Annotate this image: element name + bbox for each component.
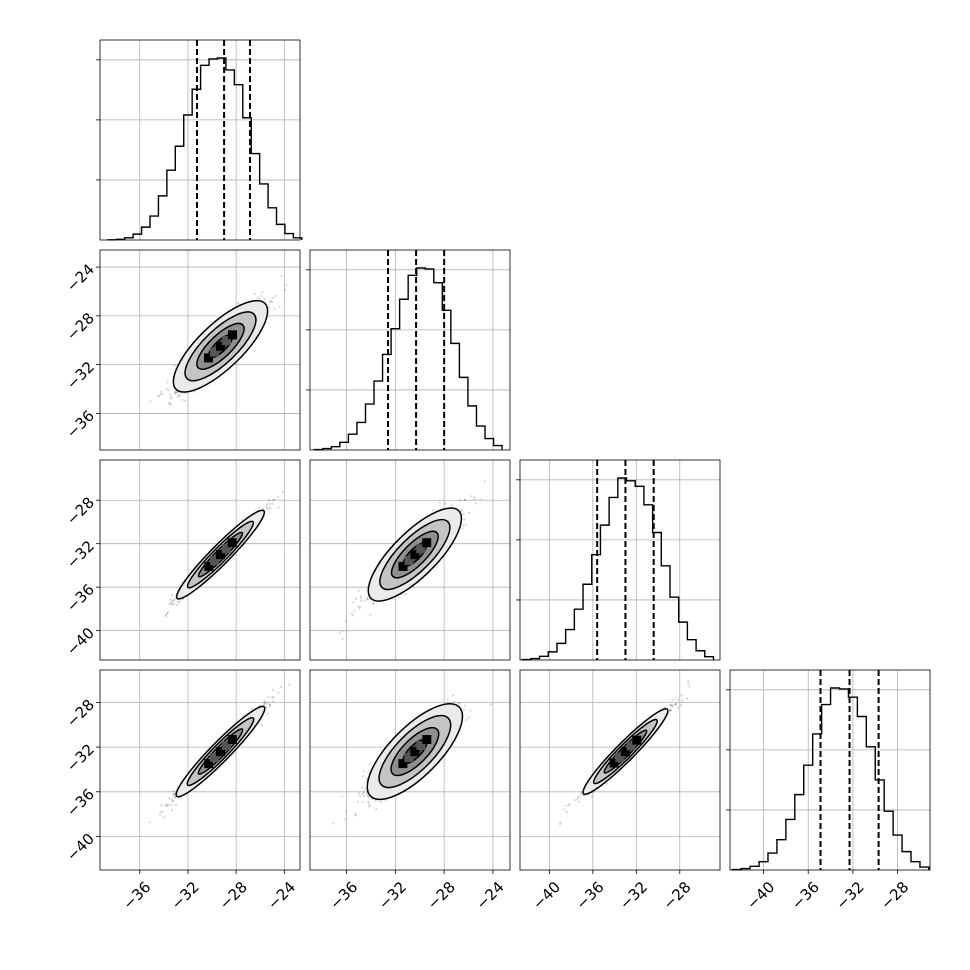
density-cell [398, 561, 408, 571]
x-tick-label: −28 [877, 878, 912, 913]
panel-frame [519, 669, 721, 871]
density-cell [221, 741, 231, 750]
density-cell [204, 561, 214, 571]
density-cell [422, 538, 432, 548]
marginal-panel-2 [516, 459, 721, 661]
density-cell [404, 556, 414, 565]
density-cell [398, 759, 408, 769]
density-cell [216, 341, 225, 351]
x-tick-label: −32 [833, 878, 868, 913]
x-tick-label: −36 [788, 878, 823, 913]
y-tick-label: −36 [63, 407, 98, 442]
x-tick-label: −24 [473, 878, 508, 913]
density-cell [204, 759, 214, 769]
y-tick-label: −32 [63, 537, 98, 572]
y-tick-label: −28 [63, 309, 98, 344]
y-tick-label: −40 [63, 624, 98, 659]
density-cell [216, 550, 225, 560]
y-tick-label: −36 [63, 580, 98, 615]
pair-panel-1-3 [309, 669, 511, 871]
pair-panel-1-2 [309, 459, 511, 661]
density-cells [204, 330, 237, 363]
density-cells [398, 735, 432, 769]
density-cell [422, 735, 432, 744]
y-tick-label: −24 [63, 260, 98, 295]
histogram-step-3 [731, 687, 930, 871]
density-cell [228, 330, 237, 340]
x-tick-label: −32 [616, 878, 651, 913]
y-tick-label: −36 [63, 785, 98, 820]
density-cell [410, 747, 420, 757]
density-cell [615, 752, 625, 762]
x-tick-label: −28 [424, 878, 459, 913]
panel-frame [99, 249, 301, 451]
density-cells [398, 538, 432, 571]
pair-panel-0-2 [99, 459, 301, 661]
density-cell [216, 747, 225, 757]
x-tick-label: −24 [264, 878, 299, 913]
x-tick-label: −36 [326, 878, 361, 913]
panel-frame [309, 249, 511, 451]
x-tick-label: −36 [119, 878, 154, 913]
panel-frame [519, 459, 721, 661]
panel-frame [99, 669, 301, 871]
x-tick-label: −32 [168, 878, 203, 913]
panel-frame [309, 669, 511, 871]
y-tick-label: −28 [63, 696, 98, 731]
histogram-step-2 [521, 477, 715, 661]
pair-panel-0-3 [99, 669, 301, 871]
y-tick-label: −32 [63, 358, 98, 393]
y-tick-label: −32 [63, 740, 98, 775]
x-tick-label: −32 [375, 878, 410, 913]
pair-panel-2-3 [519, 669, 721, 871]
density-cell [227, 735, 237, 744]
marginal-panel-0 [96, 39, 303, 241]
marginal-panel-1 [306, 249, 511, 451]
density-cell [227, 538, 237, 548]
panel-frame [309, 459, 511, 661]
density-cell [204, 353, 213, 363]
density-cell [404, 753, 414, 763]
x-tick-label: −40 [743, 878, 778, 913]
x-tick-label: −28 [659, 878, 694, 913]
y-tick-label: −40 [63, 830, 98, 865]
density-cell [626, 741, 636, 751]
density-cells [204, 735, 237, 769]
panel-frame [99, 39, 301, 241]
x-tick-label: −40 [529, 878, 564, 913]
x-tick-label: −28 [216, 878, 251, 913]
density-cell [620, 747, 630, 757]
y-tick-label: −28 [63, 493, 98, 528]
panel-frame [99, 459, 301, 661]
density-cell [222, 336, 231, 346]
density-cell [416, 741, 426, 750]
density-cell [416, 544, 426, 554]
pair-panel-0-1 [99, 249, 301, 451]
marginal-panel-3 [726, 669, 931, 871]
density-cell [210, 556, 220, 565]
density-cell [210, 347, 219, 357]
panel-frame [729, 669, 931, 871]
density-cell [609, 758, 619, 768]
density-cells [609, 735, 642, 768]
density-cell [632, 735, 642, 745]
histogram-step-0 [107, 57, 303, 241]
density-cell [210, 753, 220, 763]
density-cells [204, 538, 237, 571]
histogram-step-1 [313, 267, 503, 451]
x-tick-label: −36 [572, 878, 607, 913]
density-cell [221, 544, 231, 554]
density-cell [410, 550, 420, 560]
